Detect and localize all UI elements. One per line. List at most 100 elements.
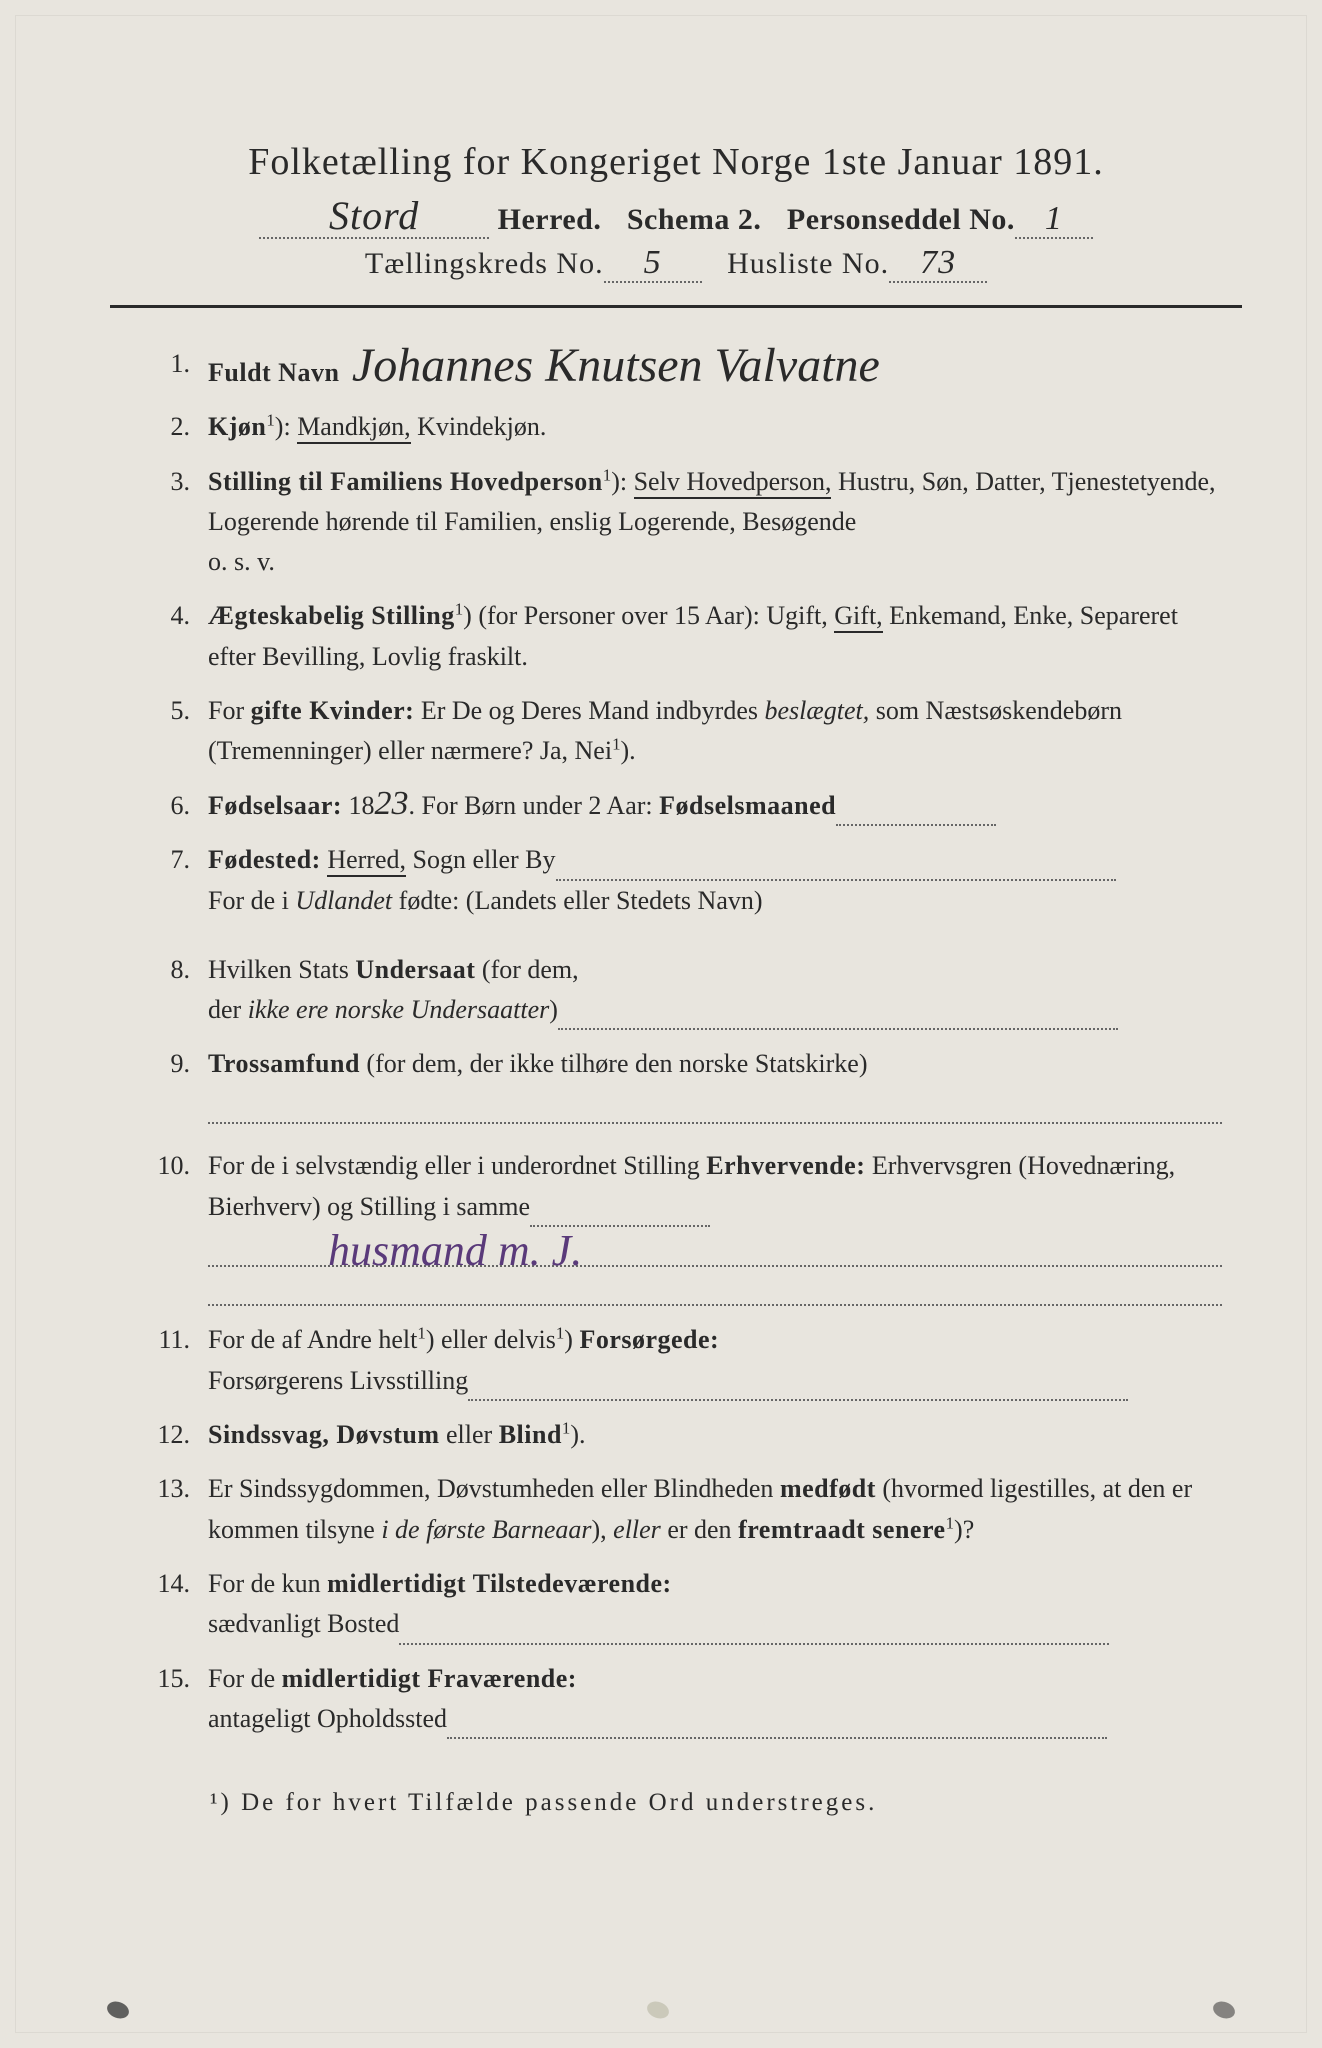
header-line-3: Tællingskreds No.5 Husliste No.73 <box>100 247 1252 283</box>
q9-field <box>208 1088 1222 1124</box>
q7: 7. Fødested: Herred, Sogn eller By For d… <box>120 840 1222 922</box>
q9-text: (for dem, der ikke tilhøre den norske St… <box>360 1049 868 1078</box>
q11-mid: eller delvis <box>435 1325 556 1354</box>
header-rule <box>110 305 1242 308</box>
q10-text: For de i selvstændig eller i underordnet… <box>208 1151 706 1180</box>
header-line-2: Stord Herred. Schema 2. Personseddel No.… <box>100 198 1252 239</box>
q13: 13. Er Sindssygdommen, Døvstumheden elle… <box>120 1469 1222 1550</box>
form-title: Folketælling for Kongeriget Norge 1ste J… <box>100 140 1252 184</box>
q15-line2: antageligt Opholdssted <box>208 1704 447 1733</box>
q14-num: 14. <box>120 1564 208 1645</box>
q13-text: Er Sindssygdommen, Døvstumheden eller Bl… <box>208 1474 780 1503</box>
husliste-value: 73 <box>920 244 956 281</box>
q6-prefix: 18 <box>349 791 375 820</box>
q8-label: Undersaat <box>355 955 475 984</box>
q7-selected: Herred, <box>327 845 406 877</box>
q5-close: ). <box>621 736 636 765</box>
q11-text: For de af Andre helt <box>208 1325 417 1354</box>
form-body: 1. Fuldt Navn Johannes Knutsen Valvatne … <box>100 344 1252 1817</box>
q9: 9. Trossamfund (for dem, der ikke tilhør… <box>120 1044 1222 1124</box>
personseddel-label: Personseddel No. <box>787 203 1015 236</box>
q6-year: 23 <box>375 785 409 822</box>
q6: 6. Fødselsaar: 1823. For Børn under 2 Aa… <box>120 786 1222 826</box>
q10-value: husmand m. J. <box>328 1226 582 1275</box>
q3-num: 3. <box>120 462 208 583</box>
herred-field: Stord <box>259 198 489 239</box>
q12-num: 12. <box>120 1415 208 1455</box>
q15-label: midlertidigt Fraværende: <box>282 1664 577 1693</box>
q7-line2a: For de i <box>208 886 295 915</box>
schema-label: Schema 2. <box>627 203 762 236</box>
q1-value: Johannes Knutsen Valvatne <box>352 339 880 392</box>
footnote-text: De for hvert Tilfælde passende Ord under… <box>232 1789 878 1816</box>
q12-label2: Blind <box>499 1420 562 1449</box>
q2-opt2: Kvindekjøn. <box>417 412 546 441</box>
q10-num: 10. <box>120 1146 208 1306</box>
q14: 14. For de kun midlertidigt Tilstedevære… <box>120 1564 1222 1645</box>
q8-line2: der <box>208 995 248 1024</box>
q6-num: 6. <box>120 786 208 826</box>
q1: 1. Fuldt Navn Johannes Knutsen Valvatne <box>120 344 1222 393</box>
q7-field <box>556 851 1116 882</box>
q8-em: ikke ere norske Undersaatter <box>248 995 550 1024</box>
q6-mid: For Børn under 2 Aar: <box>415 791 659 820</box>
q4-paren: (for Personer over 15 Aar): Ugift, <box>472 601 834 630</box>
q13-close: )? <box>954 1515 974 1544</box>
taelling-value: 5 <box>644 244 662 281</box>
footnote-mark: ¹) <box>210 1789 232 1816</box>
q7-num: 7. <box>120 840 208 922</box>
q14-label: midlertidigt Tilstedeværende: <box>327 1569 672 1598</box>
q10-field-top <box>530 1196 710 1227</box>
q15-field <box>447 1709 1107 1740</box>
q12-label: Sindssvag, Døvstum <box>208 1420 440 1449</box>
q6-label2: Fødselsmaaned <box>659 791 836 820</box>
q10-label: Erhvervende: <box>706 1151 865 1180</box>
q8-field <box>558 1000 1118 1031</box>
q3-selected: Selv Hovedperson, <box>634 467 832 499</box>
personseddel-field: 1 <box>1015 203 1093 239</box>
q12-close: ). <box>570 1420 585 1449</box>
q9-label: Trossamfund <box>208 1049 360 1078</box>
q7-em: Udlandet <box>295 886 392 915</box>
q3-label: Stilling til Familiens Hovedperson <box>208 467 603 496</box>
q13-num: 13. <box>120 1469 208 1550</box>
footnote: ¹) De for hvert Tilfælde passende Ord un… <box>120 1789 1222 1817</box>
q5-label: gifte Kvinder: <box>251 696 415 725</box>
q8-num: 8. <box>120 950 208 1031</box>
form-header: Folketælling for Kongeriget Norge 1ste J… <box>100 140 1252 283</box>
q3-etc: o. s. v. <box>208 547 275 576</box>
q15-text: For de <box>208 1664 282 1693</box>
q13-label: medfødt <box>780 1474 876 1503</box>
q13-em2: eller <box>613 1515 661 1544</box>
q10: 10. For de i selvstændig eller i underor… <box>120 1146 1222 1306</box>
q10-field-extra <box>208 1271 1222 1307</box>
q10-field-main: husmand m. J. <box>208 1231 1222 1267</box>
q14-line2: sædvanligt Bosted <box>208 1609 399 1638</box>
q2-label: Kjøn <box>208 412 266 441</box>
herred-label: Herred. <box>498 203 602 236</box>
q7-rest: Sogn eller By <box>406 845 556 874</box>
q1-num: 1. <box>120 344 208 393</box>
q13-text4: er den <box>661 1515 738 1544</box>
q5-lead: For <box>208 696 251 725</box>
blot-left <box>105 1999 132 2022</box>
husliste-field: 73 <box>889 247 987 283</box>
taelling-field: 5 <box>604 247 702 283</box>
q4-selected: Gift, <box>834 601 882 633</box>
q12: 12. Sindssvag, Døvstum eller Blind1). <box>120 1415 1222 1455</box>
q2-selected: Mandkjøn, <box>297 412 410 444</box>
q15-num: 15. <box>120 1659 208 1740</box>
q2-num: 2. <box>120 407 208 447</box>
question-list: 1. Fuldt Navn Johannes Knutsen Valvatne … <box>120 344 1222 1739</box>
q14-text: For de kun <box>208 1569 327 1598</box>
q11-num: 11. <box>120 1320 208 1401</box>
q2: 2. Kjøn1): Mandkjøn, Kvindekjøn. <box>120 407 1222 447</box>
q5: 5. For gifte Kvinder: Er De og Deres Man… <box>120 691 1222 772</box>
q7-label: Fødested: <box>208 845 321 874</box>
q5-text: Er De og Deres Mand indbyrdes <box>414 696 764 725</box>
q14-field <box>399 1614 1109 1645</box>
q13-text3: ), <box>591 1515 613 1544</box>
herred-value: Stord <box>329 193 419 238</box>
q5-em1: beslægtet, <box>765 696 870 725</box>
q13-em: i de første Barneaar <box>381 1515 591 1544</box>
